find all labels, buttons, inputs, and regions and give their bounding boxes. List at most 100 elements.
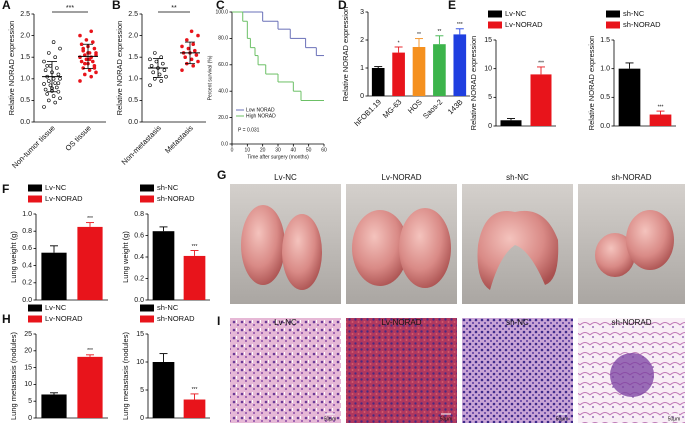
data-point — [180, 68, 184, 72]
legend-label: sh-NORAD — [623, 20, 661, 29]
histology-label: Lv-NORAD — [381, 318, 421, 327]
legend-label: Lv-NORAD — [45, 314, 83, 323]
y-axis-title: Lung metastasis (nodules) — [121, 332, 130, 420]
significance-label: ** — [437, 29, 441, 35]
legend-swatch — [140, 184, 154, 192]
y-tick-label: 5 — [140, 387, 144, 394]
photo-label: sh-NC — [506, 173, 529, 182]
data-point — [161, 61, 165, 66]
data-point — [43, 87, 48, 92]
significance-label: *** — [66, 5, 74, 12]
bar — [183, 399, 206, 418]
data-point — [45, 64, 50, 68]
x-tick-label: 10 — [245, 147, 251, 153]
legend-swatch — [140, 315, 154, 323]
bar — [183, 255, 206, 300]
significance-label: *** — [457, 22, 463, 28]
histology-image — [462, 318, 573, 423]
y-tick-label: 0 — [488, 123, 492, 130]
x-tick-label: Saos-2 — [421, 97, 444, 120]
data-point — [58, 77, 62, 81]
data-point — [45, 92, 50, 96]
data-point — [91, 59, 95, 64]
y-tick-label: 0.0 — [221, 141, 228, 147]
y-tick-label: 0.8 — [22, 228, 32, 235]
legend-swatch — [606, 21, 620, 29]
y-axis-title: Lung weight (g) — [9, 231, 18, 283]
photo-label: sh-NORAD — [611, 173, 651, 182]
bar — [41, 394, 67, 418]
panel-letter: I — [217, 314, 220, 328]
y-tick-label: 0.0 — [20, 119, 30, 126]
data-point — [196, 33, 200, 38]
data-point — [46, 98, 51, 103]
y-tick-label: 100.0 — [215, 9, 228, 15]
y-tick-label: 0.2 — [22, 280, 32, 287]
panel-letter: A — [2, 0, 11, 12]
x-tick-label: OS tissue — [63, 123, 92, 152]
data-point — [180, 44, 184, 49]
data-point — [157, 72, 162, 77]
bar — [500, 120, 522, 126]
panel-letter: F — [2, 182, 9, 196]
legend-label: Low NORAD — [246, 107, 275, 113]
bar — [453, 34, 467, 96]
data-point — [58, 96, 62, 101]
y-tick-label: 40.0 — [218, 89, 228, 95]
y-tick-label: 20.0 — [218, 115, 228, 121]
significance-label: *** — [192, 244, 198, 250]
x-tick-label: HOS — [406, 97, 424, 115]
y-tick-label: 15 — [136, 331, 144, 338]
bar — [152, 231, 175, 300]
y-tick-label: 0.6 — [134, 232, 144, 239]
data-point — [46, 79, 51, 83]
bar — [152, 362, 175, 418]
data-point — [196, 59, 200, 64]
data-point — [87, 57, 92, 62]
data-point — [183, 55, 187, 60]
data-point — [79, 59, 84, 64]
data-point — [148, 83, 152, 88]
y-tick-label: 2.0 — [20, 32, 30, 39]
x-axis-title: Time after surgery (months) — [247, 154, 309, 160]
histology-image — [346, 318, 457, 423]
legend-swatch — [606, 10, 620, 18]
photo-label: Lv-NORAD — [381, 173, 421, 182]
x-tick-label: MG-63 — [381, 97, 404, 120]
y-tick-label: 0.0 — [22, 297, 32, 304]
y-axis-title: Percent survival (%) — [207, 55, 213, 100]
histology-image — [230, 318, 341, 423]
y-tick-label: 10 — [136, 359, 144, 366]
data-point — [58, 46, 62, 51]
y-tick-label: 5 — [28, 398, 32, 405]
y-tick-label: 0.5 — [128, 97, 138, 104]
bar — [41, 252, 67, 300]
data-point — [84, 57, 89, 62]
legend-swatch — [140, 195, 154, 203]
tumor-nodule — [610, 353, 654, 397]
legend-swatch — [488, 10, 502, 18]
y-tick-label: 0.4 — [134, 254, 144, 261]
photo-panel — [230, 184, 685, 304]
data-point — [84, 38, 89, 42]
data-point — [89, 74, 93, 79]
lung-lobe — [477, 210, 559, 290]
data-point — [79, 42, 84, 47]
data-point — [149, 64, 154, 68]
histology-label: Lv-NC — [274, 318, 297, 327]
significance-label: *** — [538, 60, 544, 66]
data-point — [53, 100, 58, 105]
lung-lobe — [241, 205, 285, 285]
y-tick-label: 1.5 — [20, 54, 30, 61]
data-point — [189, 57, 194, 62]
annotation: P = 0.031 — [238, 127, 260, 133]
data-point — [42, 105, 46, 109]
data-point — [92, 46, 97, 51]
x-tick-label: Non-metastasis — [120, 123, 163, 166]
data-point — [56, 72, 61, 77]
legend-swatch — [28, 195, 42, 203]
data-point — [54, 66, 59, 70]
legend-label: Lv-NORAD — [45, 194, 83, 203]
y-tick-label: 60.0 — [218, 62, 228, 68]
